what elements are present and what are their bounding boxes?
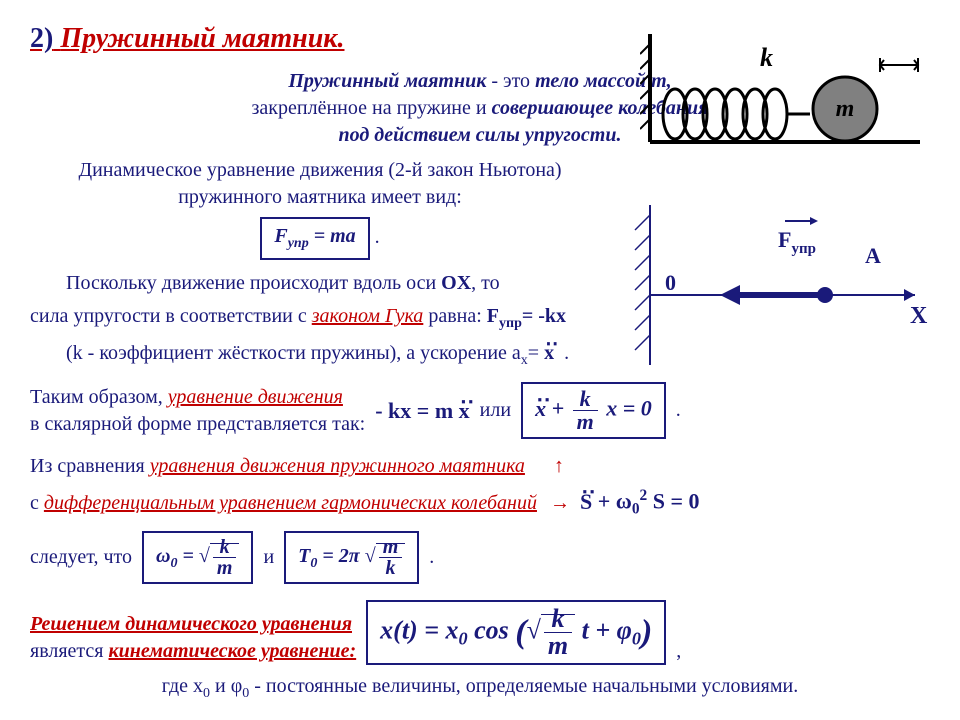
title-text: Пружинный маятник. [60, 23, 344, 54]
eq-general-osc: S + ω02 S = 0 [580, 486, 700, 521]
eq-solution: x(t) = x0 cos (√km t + φ0) [366, 600, 666, 665]
sol-l1: Решением динамического уравнения [30, 611, 356, 638]
scalar-row: Таким образом, уравнение движения в скал… [30, 382, 930, 439]
compare-l2: с дифференциальным уравнением гармоничес… [30, 486, 930, 521]
solution-row: Решением динамического уравнения являетс… [30, 600, 930, 665]
eq-fma: Fупр = ma [260, 217, 369, 260]
dyn-l2: пружинного маятника имеет вид: [178, 186, 462, 208]
spring-diagram: m k [640, 24, 930, 154]
dyn-l1: Динамическое уравнение движения (2-й зак… [78, 159, 561, 181]
svg-text:k: k [760, 43, 773, 72]
sol-l2b: кинематическое уравнение: [109, 640, 357, 662]
compare-l1: Из сравнения уравнения движения пружинно… [30, 453, 930, 480]
svg-text:m: m [836, 96, 855, 122]
eq-kx-mx: - kx = m x [375, 396, 469, 426]
dyn-eq-text: Динамическое уравнение движения (2-й зак… [30, 157, 610, 211]
def-line3: под действием силы упругости. [339, 124, 622, 146]
sol-l2: является [30, 640, 109, 662]
title-num: 2) [30, 23, 53, 54]
eq-diff: x + km x = 0 [521, 382, 666, 439]
follows-lead: следует, что [30, 544, 132, 571]
svg-text:A: A [865, 243, 881, 268]
eq-period: T0 = 2π √mk [284, 531, 419, 584]
def-line2: закреплённое на пружине и [252, 97, 492, 119]
svg-text:X: X [910, 303, 928, 329]
follows-row: следует, что ω0 = √km и T0 = 2π √mk . [30, 531, 930, 584]
eq-omega: ω0 = √km [142, 531, 253, 584]
solution-note: где x0 и φ0 - постоянные величины, опред… [30, 673, 930, 704]
svg-text:Fупр: Fупр [778, 227, 816, 257]
def-mid: - это [491, 70, 535, 92]
arrow-up-icon: ↑ [554, 455, 564, 477]
and-text: и [263, 544, 274, 571]
eq1-row: Fупр = ma . [30, 217, 610, 260]
svg-text:0: 0 [665, 270, 676, 295]
arrow-right-icon: → [550, 492, 570, 514]
axis-diagram: 0 X A Fупр [610, 195, 930, 375]
or-text: или [480, 397, 511, 424]
def-lead: Пружинный маятник [288, 70, 486, 92]
